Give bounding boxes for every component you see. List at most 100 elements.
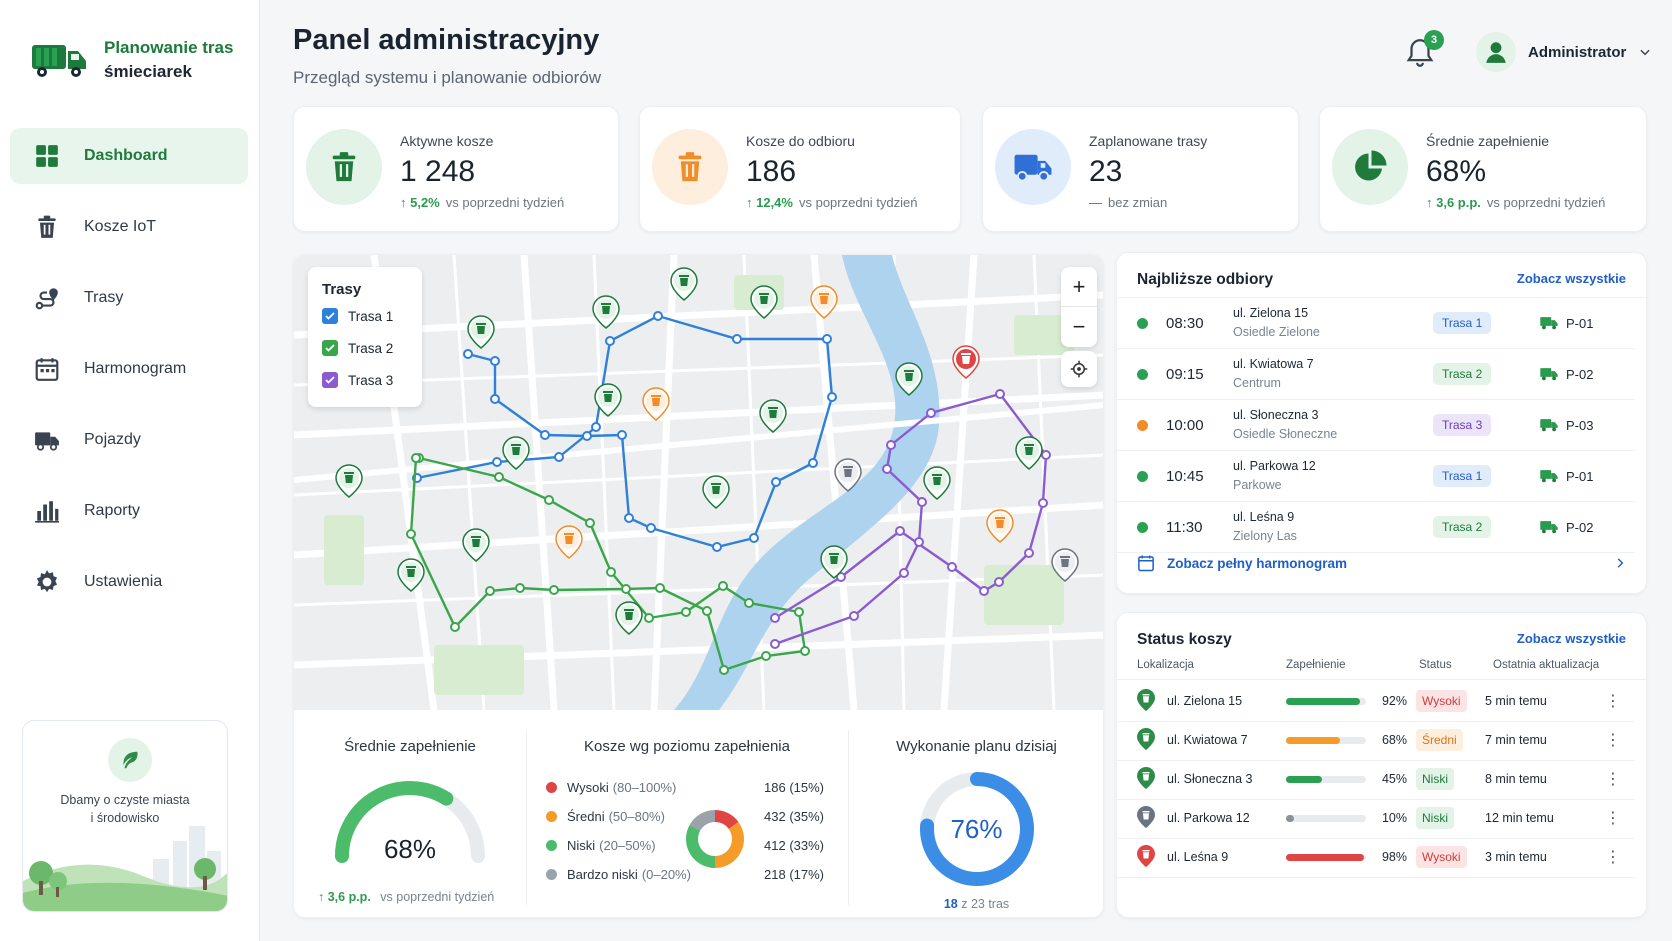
vehicle-id: P-02 xyxy=(1566,519,1594,535)
route-stop xyxy=(655,583,665,593)
route-toggle-2[interactable]: Trasa 2 xyxy=(322,340,408,356)
bin-marker-icon[interactable] xyxy=(397,558,425,592)
distribution-range: (20–50%) xyxy=(599,838,656,853)
more-options-icon[interactable]: ⋮ xyxy=(1605,771,1621,788)
bin-marker-icon[interactable] xyxy=(1051,548,1079,582)
fill-bar-level xyxy=(1286,698,1360,705)
truck-icon xyxy=(1540,419,1558,432)
route-map[interactable] xyxy=(294,255,1104,710)
bin-marker-icon[interactable] xyxy=(750,285,778,319)
plan-progress-ring xyxy=(920,772,1034,886)
user-menu[interactable]: Administrator xyxy=(1476,32,1652,72)
pickup-time: 08:30 xyxy=(1166,315,1204,332)
bin-marker-icon[interactable] xyxy=(670,267,698,301)
pickup-row[interactable]: 10:45 ul. Parkowa 12 Parkowe Trasa 1 P-01 xyxy=(1117,451,1635,502)
sidebar-item-label: Harmonogram xyxy=(84,360,187,377)
stat-trend: ↑ 3,6 p.p. vs poprzedni tydzień xyxy=(1426,195,1605,210)
zoom-out-button[interactable]: − xyxy=(1072,314,1086,339)
pickups-see-all-link[interactable]: Zobacz wszystkie xyxy=(1516,271,1626,286)
bin-marker-icon[interactable] xyxy=(702,475,730,509)
bin-location: ul. Kwiatowa 7 xyxy=(1167,733,1248,747)
checkbox-checked-icon[interactable] xyxy=(322,372,338,388)
brand[interactable]: Planowanie tras śmieciarek xyxy=(30,36,244,84)
bin-marker-icon[interactable] xyxy=(592,295,620,329)
route-line[interactable] xyxy=(409,456,807,672)
crosshair-icon xyxy=(1070,360,1088,378)
bin-marker-icon[interactable] xyxy=(642,387,670,421)
stat-card-active-bins[interactable]: Aktywne kosze 1 248 ↑ 5,2% vs poprzedni t… xyxy=(293,106,619,232)
pickup-row[interactable]: 08:30 ul. Zielona 15 Osiedle Zielone Trasa … xyxy=(1117,298,1635,349)
bin-pin-icon xyxy=(1137,845,1155,867)
sidebar-item-label: Kosze IoT xyxy=(84,218,157,235)
stat-label: Kosze do odbioru xyxy=(746,133,855,149)
bin-marker-icon[interactable] xyxy=(555,525,583,559)
pickup-row[interactable]: 10:00 ul. Słoneczna 3 Osiedle Słoneczne Tra… xyxy=(1117,400,1635,451)
route-stop xyxy=(406,529,416,539)
bin-marker-icon[interactable] xyxy=(594,383,622,417)
bin-marker-icon[interactable] xyxy=(615,601,643,635)
dashboard-icon xyxy=(36,145,58,167)
route-stop xyxy=(744,598,754,608)
chevron-down-icon xyxy=(1640,49,1650,56)
distribution-range: (0–20%) xyxy=(641,867,691,882)
bin-marker-icon[interactable] xyxy=(759,399,787,433)
route-stop xyxy=(681,607,691,617)
bin-status-title: Status koszy xyxy=(1137,631,1232,648)
more-options-icon[interactable]: ⋮ xyxy=(1605,693,1621,710)
route-stop xyxy=(617,430,627,440)
chevron-right-icon xyxy=(1617,558,1624,568)
bin-marker-icon[interactable] xyxy=(1015,436,1043,470)
more-options-icon[interactable]: ⋮ xyxy=(1605,732,1621,749)
sidebar-item-ustawienia[interactable]: Ustawienia xyxy=(10,554,248,610)
table-row[interactable]: ul. Słoneczna 3 45% Niski 8 min temu ⋮ xyxy=(1117,758,1635,800)
sidebar-item-kosze-iot[interactable]: Kosze IoT xyxy=(10,199,248,255)
sidebar-item-raporty[interactable]: Raporty xyxy=(10,483,248,539)
pickup-row[interactable]: 09:15 ul. Kwiatowa 7 Centrum Trasa 2 P-02 xyxy=(1117,349,1635,400)
route-stop xyxy=(770,613,780,623)
distribution-range: (80–100%) xyxy=(612,780,677,795)
stat-card-planned-routes[interactable]: Zaplanowane trasy 23 — bez zmian xyxy=(982,106,1299,232)
route-toggle-1[interactable]: Trasa 1 xyxy=(322,308,408,324)
table-row[interactable]: ul. Leśna 9 98% Wysoki 3 min temu ⋮ xyxy=(1117,836,1635,878)
bin-marker-icon[interactable] xyxy=(986,509,1014,543)
last-update: 12 min temu xyxy=(1485,811,1554,825)
bin-marker-icon[interactable] xyxy=(462,528,490,562)
table-row[interactable]: ul. Parkowa 12 10% Niski 12 min temu ⋮ xyxy=(1117,797,1635,839)
bin-marker-icon[interactable] xyxy=(335,464,363,498)
stat-card-bins-to-collect[interactable]: Kosze do odbioru 186 ↑ 12,4% vs poprzedni… xyxy=(639,106,961,232)
plan-done-count: 18 xyxy=(943,897,958,911)
bin-marker-icon[interactable] xyxy=(810,285,838,319)
table-row[interactable]: ul. Kwiatowa 7 68% Średni 7 min temu ⋮ xyxy=(1117,719,1635,761)
bin-marker-icon[interactable] xyxy=(952,345,980,379)
stat-value: 68% xyxy=(1426,155,1487,188)
distribution-percent: (15%) xyxy=(789,780,825,795)
zoom-in-button[interactable]: + xyxy=(1061,267,1097,307)
checkbox-checked-icon[interactable] xyxy=(322,340,338,356)
sidebar-item-pojazdy[interactable]: Pojazdy xyxy=(10,412,248,468)
trash-icon xyxy=(38,215,56,238)
bin-marker-icon[interactable] xyxy=(895,362,923,396)
bin-marker-icon[interactable] xyxy=(467,315,495,349)
route-stop xyxy=(515,583,525,593)
sidebar-item-dashboard[interactable]: Dashboard xyxy=(10,128,248,184)
bin-marker-icon[interactable] xyxy=(820,545,848,579)
full-schedule-link[interactable]: Zobacz pełny harmonogram xyxy=(1137,554,1627,572)
checkbox-checked-icon[interactable] xyxy=(322,308,338,324)
dot-icon xyxy=(546,840,557,851)
more-options-icon[interactable]: ⋮ xyxy=(1605,849,1621,866)
more-options-icon[interactable]: ⋮ xyxy=(1605,810,1621,827)
locate-button[interactable] xyxy=(1061,351,1097,387)
bin-marker-icon[interactable] xyxy=(502,436,530,470)
donut-slice xyxy=(714,821,744,868)
stat-card-average-fill[interactable]: Średnie zapełnienie 68% ↑ 3,6 p.p. vs pop… xyxy=(1319,106,1647,232)
route-toggle-3[interactable]: Trasa 3 xyxy=(322,372,408,388)
distribution-count: 432 xyxy=(764,809,786,824)
route-line[interactable] xyxy=(774,392,1048,646)
table-row[interactable]: ul. Zielona 15 92% Wysoki 5 min temu ⋮ xyxy=(1117,680,1635,722)
bin-status-see-all-link[interactable]: Zobacz wszystkie xyxy=(1516,631,1626,646)
sidebar-item-trasy[interactable]: Trasy xyxy=(10,270,248,326)
sidebar-item-harmonogram[interactable]: Harmonogram xyxy=(10,341,248,397)
pickup-row[interactable]: 11:30 ul. Leśna 9 Zielony Las Trasa 2 P-02 xyxy=(1117,502,1635,553)
bin-marker-icon[interactable] xyxy=(923,466,951,500)
bin-marker-icon[interactable] xyxy=(834,458,862,492)
